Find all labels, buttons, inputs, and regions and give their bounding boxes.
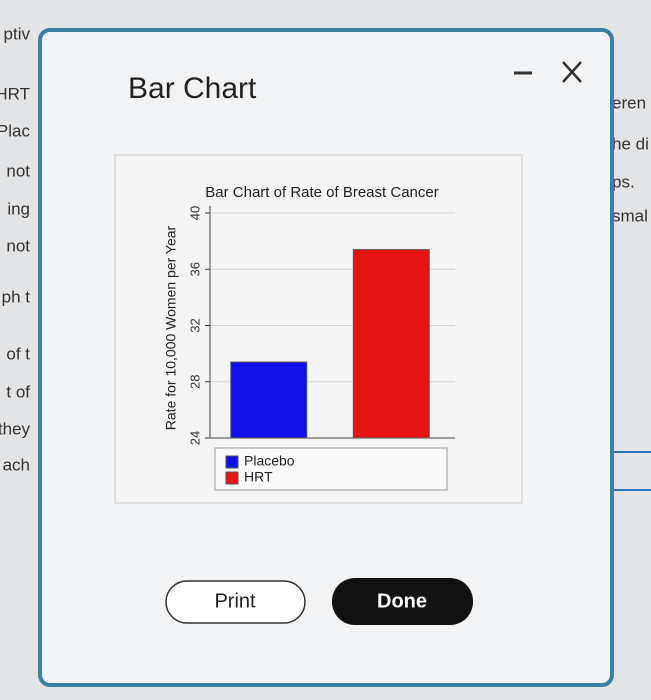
done-button[interactable] (332, 578, 473, 625)
dialog-title: Bar Chart (128, 72, 257, 105)
background-text: ptiv (4, 24, 31, 43)
close-button[interactable] (562, 61, 582, 83)
legend-label: HRT (244, 469, 273, 485)
done-button-label[interactable]: Done (377, 590, 427, 612)
y-tick-label: 40 (187, 206, 202, 220)
y-tick-label: 36 (187, 262, 202, 276)
background-text: ptiv HRT Plac not ing not ph t of t t of they ach e… (0, 24, 649, 474)
background-text: t of (6, 382, 30, 401)
background-text: of t (6, 344, 30, 363)
background-text: not (6, 161, 30, 180)
y-axis-label: Rate for 10,000 Women per Year (163, 225, 179, 430)
background-text: ps. (612, 172, 635, 191)
background-text: they (0, 419, 30, 438)
legend (214, 447, 448, 491)
print-button-label[interactable]: Print (214, 590, 256, 612)
bar (230, 361, 308, 439)
chart-title: Bar Chart of Rate of Breast Cancer (205, 184, 438, 201)
y-tick-label: 24 (187, 431, 202, 445)
legend-label: Placebo (244, 453, 295, 469)
background-text: Plac (0, 121, 30, 140)
background-text: HRT (0, 84, 30, 103)
background-text: ph t (2, 287, 31, 306)
legend-swatch (225, 471, 239, 485)
y-tick-label: 32 (187, 318, 202, 332)
legend-swatch (225, 455, 239, 469)
print-button[interactable] (165, 580, 306, 624)
bar (352, 249, 430, 439)
plot: 24 28 32 36 40 (187, 206, 455, 445)
background-text: ach (3, 455, 30, 474)
background-text: ing (7, 199, 30, 218)
y-tick-label: 28 (187, 375, 202, 389)
background-text: he di (612, 134, 649, 153)
background-text: eren (612, 93, 646, 112)
background-text: not (6, 236, 30, 255)
background-text: smal (612, 206, 648, 225)
